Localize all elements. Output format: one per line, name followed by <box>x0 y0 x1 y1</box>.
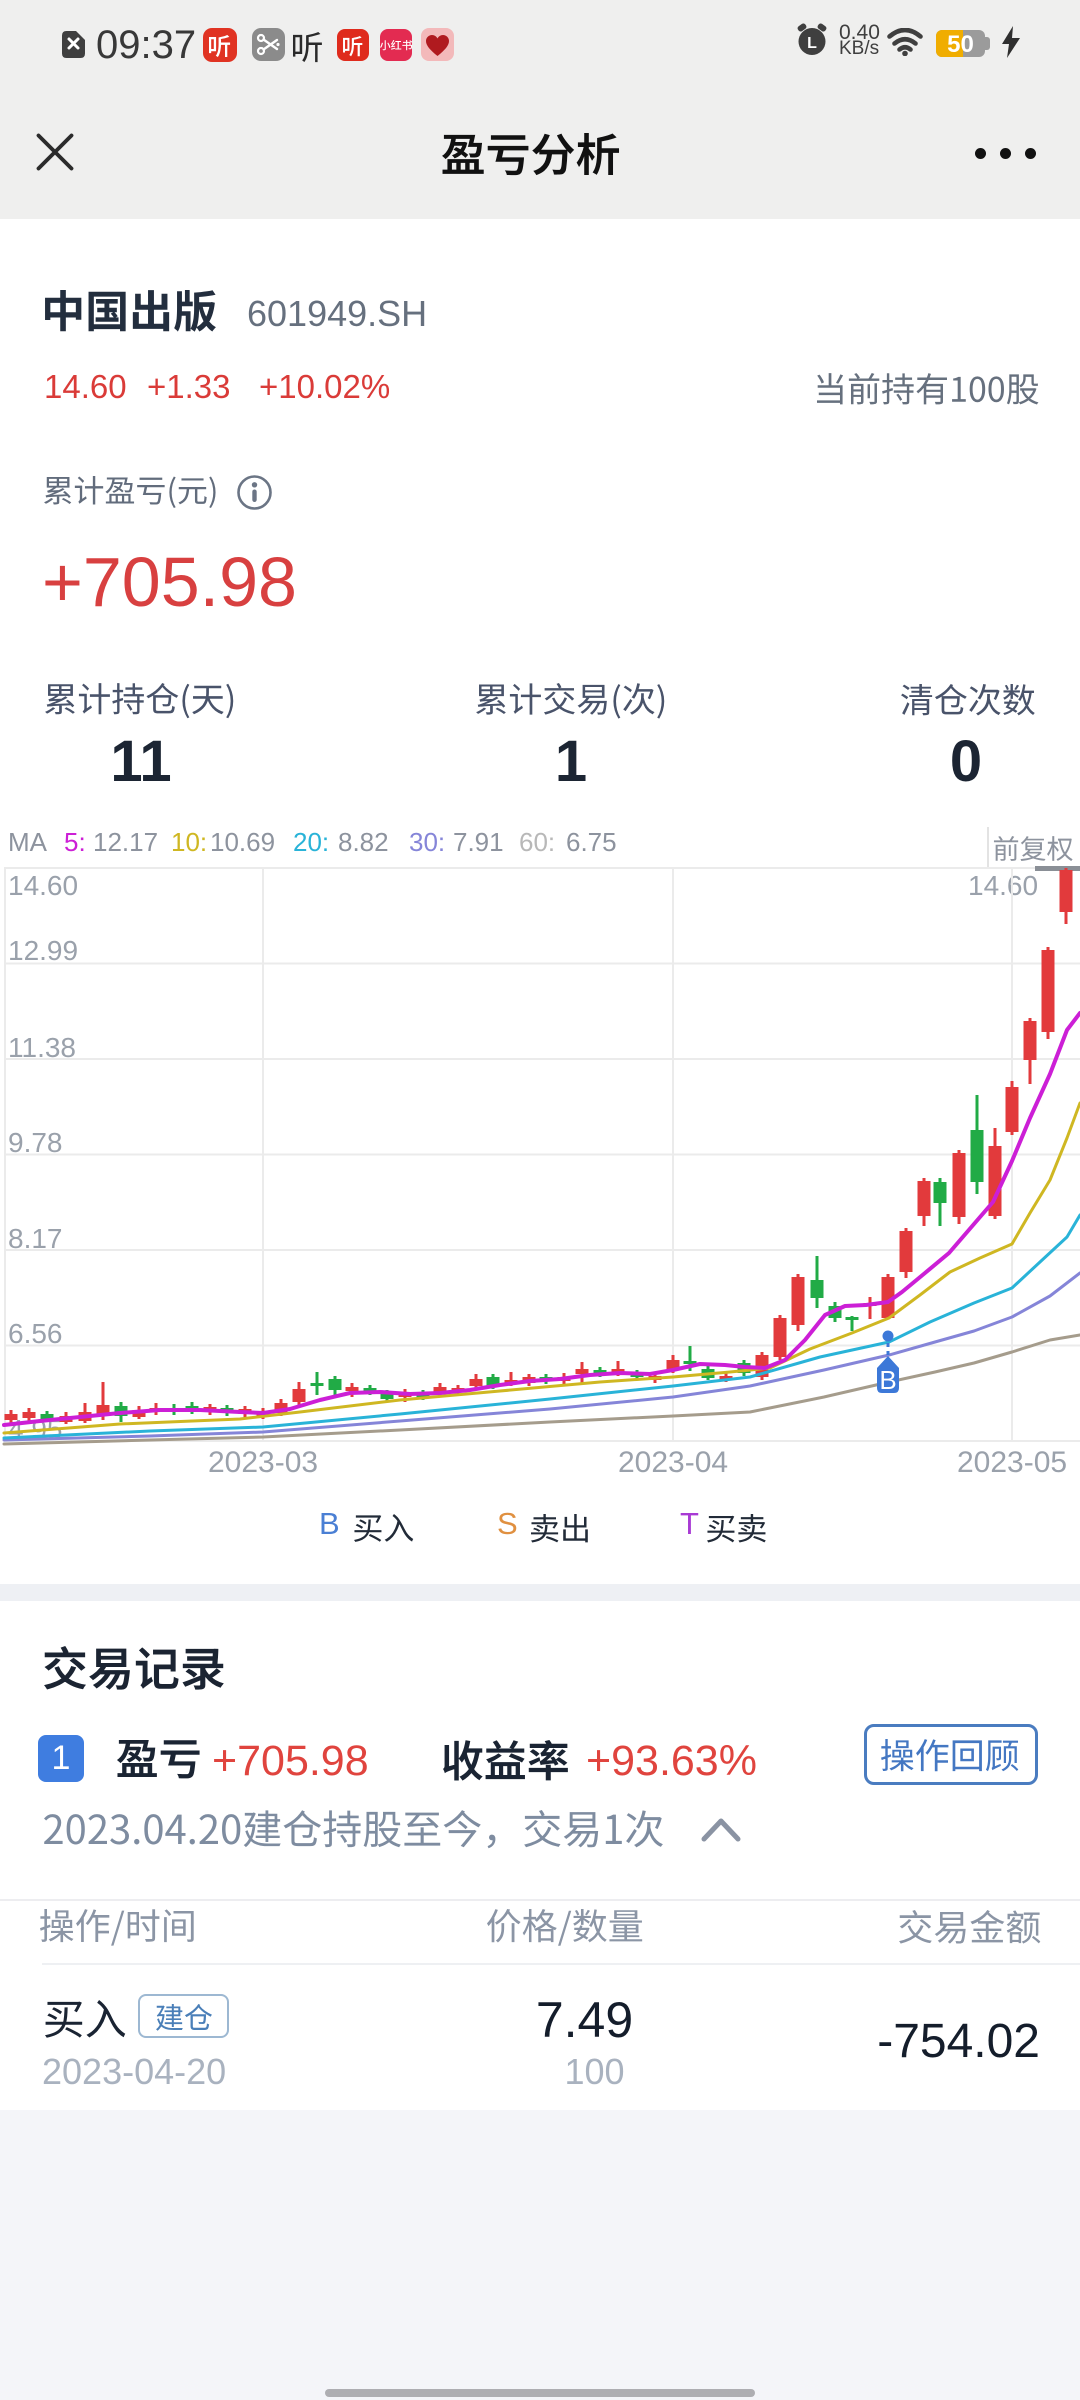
svg-text:L: L <box>807 35 817 52</box>
svg-text:B: B <box>879 1365 896 1395</box>
